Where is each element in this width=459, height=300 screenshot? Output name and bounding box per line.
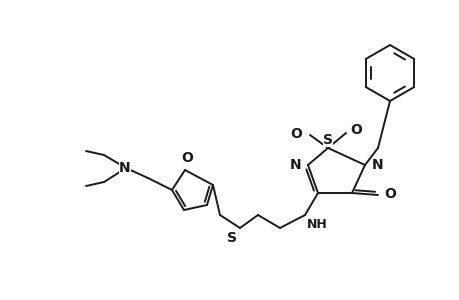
- Text: O: O: [383, 187, 395, 201]
- Text: N: N: [289, 158, 300, 172]
- Text: NH: NH: [306, 218, 327, 231]
- Text: N: N: [371, 158, 383, 172]
- Text: O: O: [290, 127, 302, 141]
- Text: O: O: [349, 123, 361, 137]
- Text: O: O: [181, 151, 192, 165]
- Text: S: S: [226, 231, 236, 245]
- Text: S: S: [322, 133, 332, 147]
- Text: N: N: [119, 161, 130, 175]
